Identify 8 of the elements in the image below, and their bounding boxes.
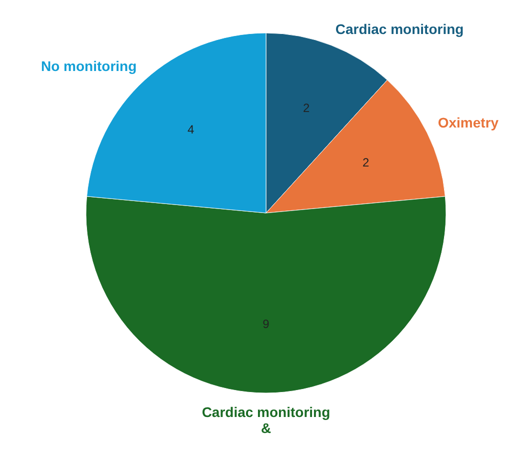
slice-label: Cardiac monitoring & [202,404,330,436]
data-label: 2 [302,101,310,116]
slice-label: Oximetry [438,114,499,130]
slice-label: No monitoring [40,58,137,74]
data-label: 4 [187,122,194,137]
slice-label: Cardiac monitoring [335,20,464,37]
data-label: 2 [362,155,370,170]
data-label: 9 [262,316,270,331]
